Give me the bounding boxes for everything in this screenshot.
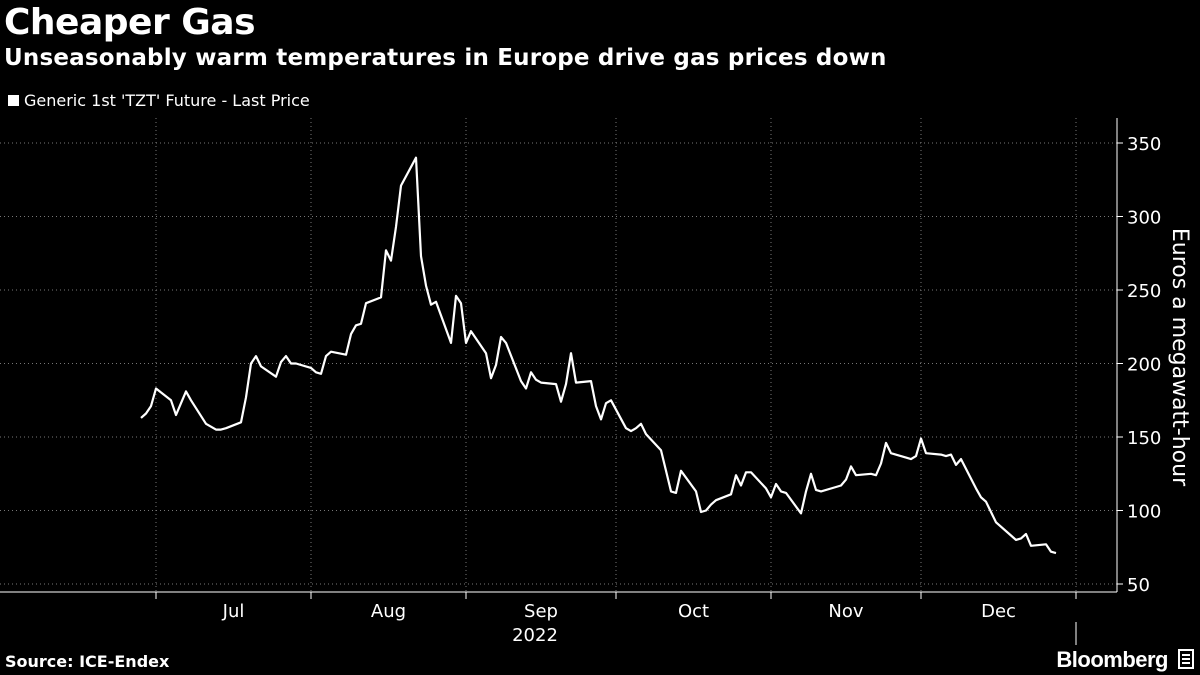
- x-tick-label: Aug: [371, 601, 406, 622]
- x-tick-label: Nov: [828, 601, 863, 622]
- y-tick-label: 300: [1127, 208, 1161, 229]
- labels: 50 100 150 200 250 300 350 Jul Aug Sep Oct Nov Dec 20…: [222, 134, 1192, 646]
- y-tick-label: 350: [1127, 134, 1161, 155]
- y-tick-label: 200: [1127, 355, 1161, 376]
- y-tick-label: 50: [1127, 575, 1150, 596]
- series-group: [140, 156, 1057, 555]
- axes: [0, 118, 1123, 645]
- chart-subtitle: Unseasonably warm temperatures in Europe…: [4, 45, 887, 71]
- x-tick-label: Oct: [678, 601, 709, 622]
- y-tick-label: 100: [1127, 502, 1161, 523]
- year-label: 2022: [512, 625, 558, 646]
- y-axis-title: Euros a megawatt-hour: [1167, 228, 1192, 487]
- brand-logo: Bloomberg: [1056, 647, 1168, 672]
- legend: Generic 1st 'TZT' Future - Last Price: [8, 91, 310, 110]
- chart-title: Cheaper Gas: [4, 2, 256, 43]
- bloomberg-icon: [1178, 649, 1194, 669]
- y-tick-label: 150: [1127, 428, 1161, 449]
- source-note: Source: ICE-Endex: [5, 652, 170, 671]
- x-tick-label: Dec: [981, 601, 1016, 622]
- legend-swatch: [8, 95, 19, 106]
- x-tick-label: Sep: [524, 601, 558, 622]
- grid: [0, 118, 1117, 592]
- y-tick-label: 250: [1127, 281, 1161, 302]
- series-line: [140, 156, 1057, 555]
- x-tick-label: Jul: [222, 601, 245, 622]
- legend-label: Generic 1st 'TZT' Future - Last Price: [24, 91, 310, 110]
